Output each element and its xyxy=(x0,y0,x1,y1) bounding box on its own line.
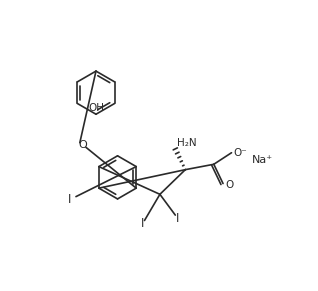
Text: I: I xyxy=(68,193,72,206)
Text: O⁻: O⁻ xyxy=(233,148,247,158)
Text: O: O xyxy=(225,180,234,190)
Text: O: O xyxy=(79,140,87,150)
Text: I: I xyxy=(141,217,145,230)
Text: I: I xyxy=(176,212,179,225)
Text: Na⁺: Na⁺ xyxy=(252,155,273,165)
Text: OH: OH xyxy=(88,104,104,113)
Text: H₂N: H₂N xyxy=(177,138,197,148)
